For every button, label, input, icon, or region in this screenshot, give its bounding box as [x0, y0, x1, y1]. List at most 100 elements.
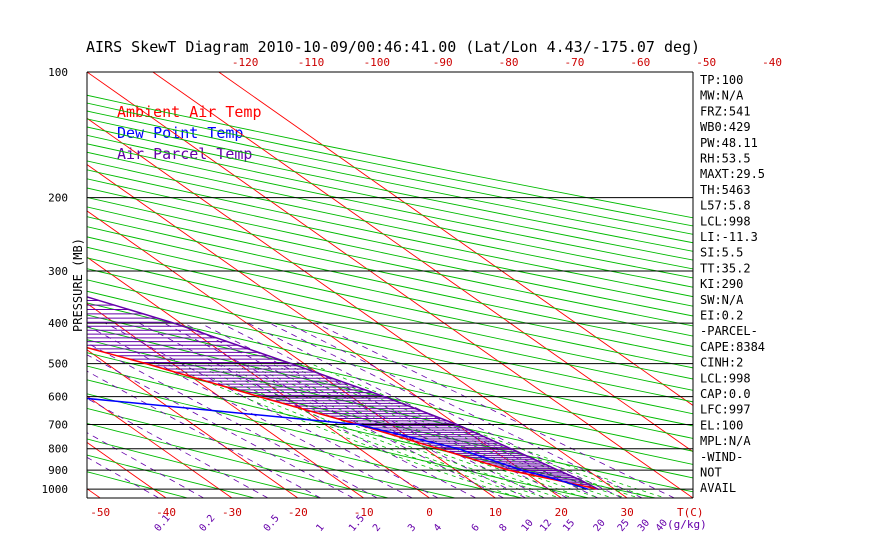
temp-tick-label: -10	[354, 506, 374, 519]
dry-adiabat-line	[87, 438, 324, 498]
dry-adiabat-line	[87, 178, 693, 307]
index-value: KI:290	[700, 277, 743, 291]
dry-adiabat-line	[87, 226, 693, 358]
top-temp-tick-label: -50	[696, 56, 716, 69]
temp-tick-label: -40	[156, 506, 176, 519]
top-temp-tick-label: -100	[364, 56, 391, 69]
dry-adiabat-line	[87, 454, 257, 498]
index-value: -WIND-	[700, 450, 743, 464]
index-value: WB0:429	[700, 120, 751, 134]
top-temp-tick-label: -120	[232, 56, 259, 69]
index-value: PW:48.11	[700, 136, 758, 150]
index-value: LCL:998	[700, 214, 751, 228]
mixing-ratio-label: 20	[592, 518, 608, 534]
mixing-ratio-line	[220, 322, 568, 498]
index-value: LI:-11.3	[700, 230, 758, 244]
pressure-tick-label: 100	[48, 66, 68, 79]
dry-adiabat-line	[87, 134, 693, 261]
index-value: TP:100	[700, 73, 743, 87]
index-value: -PARCEL-	[700, 324, 758, 338]
index-value: TT:35.2	[700, 261, 751, 275]
mixing-ratio-line	[164, 322, 504, 498]
index-value: CINH:2	[700, 356, 743, 370]
air-parcel-temp-line	[87, 296, 599, 490]
index-value: MW:N/A	[700, 89, 744, 103]
pressure-tick-label: 1000	[42, 483, 69, 496]
top-temp-tick-label: -70	[564, 56, 584, 69]
isotherm-line	[152, 72, 693, 453]
top-temp-tick-label: -90	[433, 56, 453, 69]
dry-adiabat-line	[87, 143, 693, 270]
pressure-tick-label: 200	[48, 192, 68, 205]
mixing-ratio-label: 8	[497, 522, 509, 534]
pressure-tick-label: 500	[48, 358, 68, 371]
mixing-ratio-line	[287, 322, 643, 498]
temp-tick-label: 10	[489, 506, 502, 519]
index-value: SW:N/A	[700, 293, 744, 307]
dry-adiabat-line	[87, 422, 390, 498]
mixing-ratio-label: 0.2	[197, 513, 217, 534]
temp-tick-label: -20	[288, 506, 308, 519]
mixing-ratio-line	[315, 322, 675, 498]
temp-tick-label: -30	[222, 506, 242, 519]
mixing-ratio-label: 12	[538, 518, 554, 534]
mixing-ratio-line	[139, 322, 476, 498]
mixing-ratio-label: 2	[371, 522, 383, 534]
index-value: CAP:0.0	[700, 387, 751, 401]
mixing-ratio-line	[87, 342, 378, 498]
mixing-ratio-label: 3	[406, 522, 418, 534]
dry-adiabat-line	[87, 126, 693, 252]
index-value: SI:5.5	[700, 246, 743, 260]
mixing-ratio-label: 30	[636, 518, 652, 534]
mixing-ratio-line	[183, 322, 526, 498]
mixing-ratio-label: 4	[432, 522, 444, 534]
x-axis-label-mixing-ratio: (g/kg)	[667, 518, 707, 531]
dry-adiabat-line	[87, 246, 693, 380]
mixing-ratio-line	[87, 354, 354, 498]
dew-point-temp-line	[87, 397, 589, 490]
isotherm-line	[0, 53, 46, 507]
isotherm-line	[87, 117, 628, 498]
mixing-ratio-line	[269, 322, 623, 498]
index-value: CAPE:8384	[700, 340, 765, 354]
dry-adiabat-line	[87, 187, 693, 317]
dry-adiabat-line	[87, 160, 693, 288]
top-temp-tick-label: -40	[762, 56, 782, 69]
index-value: AVAIL	[700, 481, 736, 495]
dry-adiabat-line	[87, 196, 693, 327]
index-value: MPL:N/A	[700, 434, 751, 448]
mixing-ratio-line	[87, 456, 159, 498]
dry-adiabat-line	[87, 365, 658, 498]
dry-adiabat-line	[87, 169, 693, 298]
isotherm-line	[87, 256, 431, 498]
legend-ambient-air-temp: Ambient Air Temp	[117, 103, 262, 121]
index-value: FRZ:541	[700, 104, 751, 118]
mixing-ratio-label: 25	[616, 518, 632, 534]
dry-adiabat-line	[87, 216, 693, 347]
top-temp-tick-label: -110	[298, 56, 325, 69]
temp-tick-label: -50	[90, 506, 110, 519]
mixing-ratio-line	[87, 325, 413, 498]
pressure-tick-label: 600	[48, 391, 68, 404]
dry-adiabat-line	[87, 407, 457, 498]
moist-adiabat-line	[297, 363, 654, 498]
mixing-ratio-label: 1	[314, 522, 326, 534]
index-value: LCL:998	[700, 371, 751, 385]
mixing-ratio-line	[105, 322, 439, 498]
isotherm-line	[87, 164, 563, 498]
index-value: NOT	[700, 466, 722, 480]
dry-adiabat-line	[87, 471, 190, 498]
index-value: EI:0.2	[700, 309, 743, 323]
mixing-ratio-line	[200, 322, 545, 498]
index-value: EL:100	[700, 418, 743, 432]
pressure-tick-label: 800	[48, 443, 68, 456]
temp-tick-label: 30	[621, 506, 634, 519]
isotherm-line	[87, 210, 497, 498]
moist-adiabat-line	[192, 363, 548, 498]
y-axis-label: PRESSURE (MB)	[71, 238, 85, 332]
index-value: MAXT:29.5	[700, 167, 765, 181]
ambient-air-temp-line	[87, 346, 599, 490]
isotherm-line	[87, 395, 233, 498]
dry-adiabat-line	[87, 236, 693, 369]
